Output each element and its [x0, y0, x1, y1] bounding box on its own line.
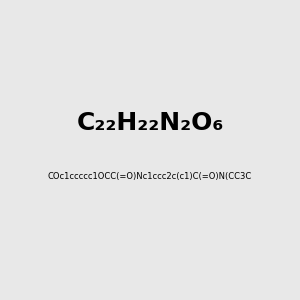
Text: COc1ccccc1OCC(=O)Nc1ccc2c(c1)C(=O)N(CC3C: COc1ccccc1OCC(=O)Nc1ccc2c(c1)C(=O)N(CC3C — [48, 172, 252, 182]
Text: C₂₂H₂₂N₂O₆: C₂₂H₂₂N₂O₆ — [76, 111, 224, 135]
